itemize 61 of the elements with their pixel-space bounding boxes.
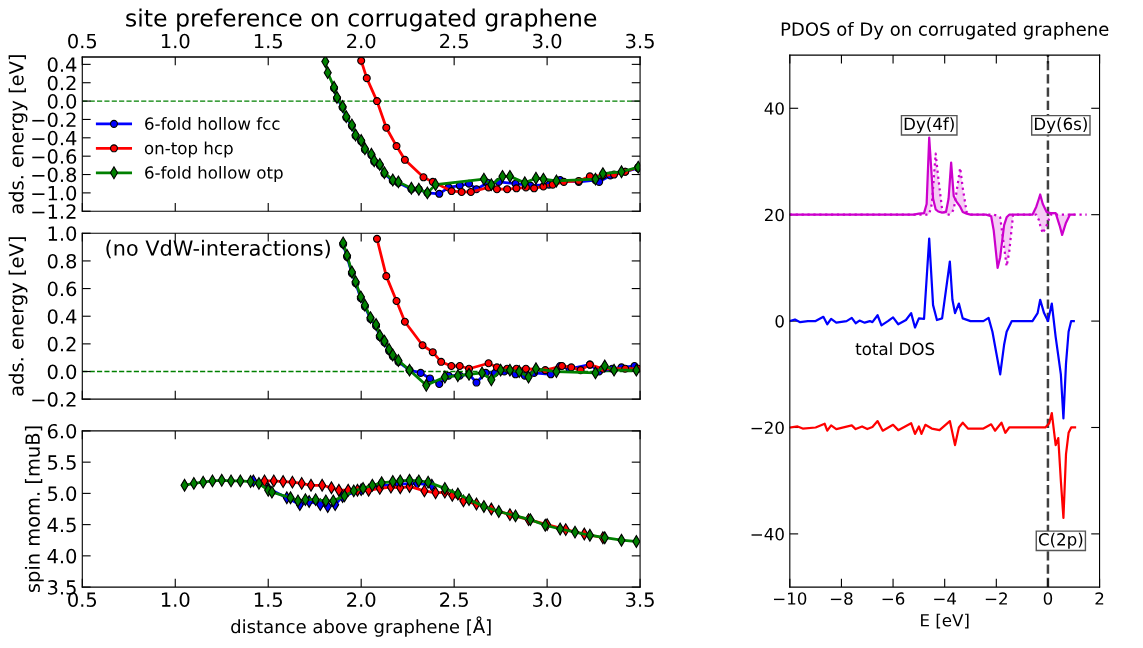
y-tick-label: 0.4 [47,309,77,324]
x-tick-label: −8 [830,592,853,605]
y-tick-label: 0.8 [47,253,77,269]
x2-tick-label: 2.5 [440,33,468,49]
y-tick-label: −1.0 [32,185,77,201]
x-tick-label: 0 [1043,592,1053,605]
y-tick-label: 4.5 [47,517,76,533]
y-tick-label: −0.6 [32,149,77,164]
y-tick-label: 0.4 [47,57,77,73]
y-tick-label: 0.2 [47,336,76,352]
annotation: total DOS [855,342,935,356]
y-tick-label: 0.0 [47,364,77,380]
y-tick-label: −20 [751,421,784,435]
y-tick-label: −40 [751,527,784,541]
chart-title: PDOS of Dy on corrugated graphene [781,21,1109,40]
legend-label: 6-fold hollow fcc [145,117,280,130]
x2-tick-label: 3.5 [626,33,654,49]
y-tick-label: 40 [764,102,784,115]
x-tick-label: 1.0 [161,592,190,607]
y-tick-label: 0.2 [47,75,76,91]
y-tick-label: 20 [764,208,784,222]
x-tick-label: 3.0 [533,592,562,607]
x-tick-label: −6 [882,592,905,605]
x-tick-label: −2 [985,592,1007,605]
y-tick-label: 1.0 [48,226,77,241]
y-tick-label: −0.2 [32,392,76,407]
y-axis-title: ads. energy [eV] [8,55,28,214]
y-tick-label: 5.5 [48,455,76,470]
y-axis-title: spin mom. [muB] [24,426,44,593]
y-tick-label: 4.0 [47,548,77,564]
legend-label: on-top hcp [144,141,233,158]
y-tick-label: 6.0 [47,423,77,439]
x-tick-label: 2.5 [440,592,468,607]
x-tick-label: 1.5 [254,592,282,607]
y-tick-label: 0.0 [47,94,77,109]
x-axis-title: distance above graphene [Å] [231,616,491,637]
y-tick-label: 0 [775,315,784,328]
annotation: Dy(6s) [1034,117,1087,134]
y-tick-label: −0.2 [32,112,76,128]
y-tick-label: 5.0 [48,486,77,502]
y-tick-label: −1.2 [32,204,76,219]
x2-tick-label: 1.5 [254,33,282,49]
x2-tick-label: 3.0 [533,33,562,49]
y-tick-label: −0.8 [32,167,77,183]
x2-tick-label: 1.0 [161,33,190,49]
annotation: Dy(4f) [904,117,954,134]
annotation: C(2p) [1038,532,1083,549]
x-tick-label: −10 [773,592,807,605]
x-axis-title: E [eV] [921,613,969,629]
x-tick-label: 2 [1095,592,1104,605]
x-tick-label: 3.5 [626,592,654,607]
x2-tick-label: 2.0 [347,33,376,49]
y-tick-label: 0.6 [47,281,77,297]
chart-title: site preference on corrugated graphene [126,8,597,32]
x-tick-label: 2.0 [347,592,376,607]
x2-tick-label: 0.5 [68,33,97,49]
y-axis-title: ads. energy [eV] [8,237,28,396]
annotation: (no VdW-interactions) [106,239,330,259]
legend-label: 6-fold hollow otp [145,165,283,183]
x-tick-label: −4 [934,592,957,605]
y-tick-label: −0.4 [32,130,77,146]
